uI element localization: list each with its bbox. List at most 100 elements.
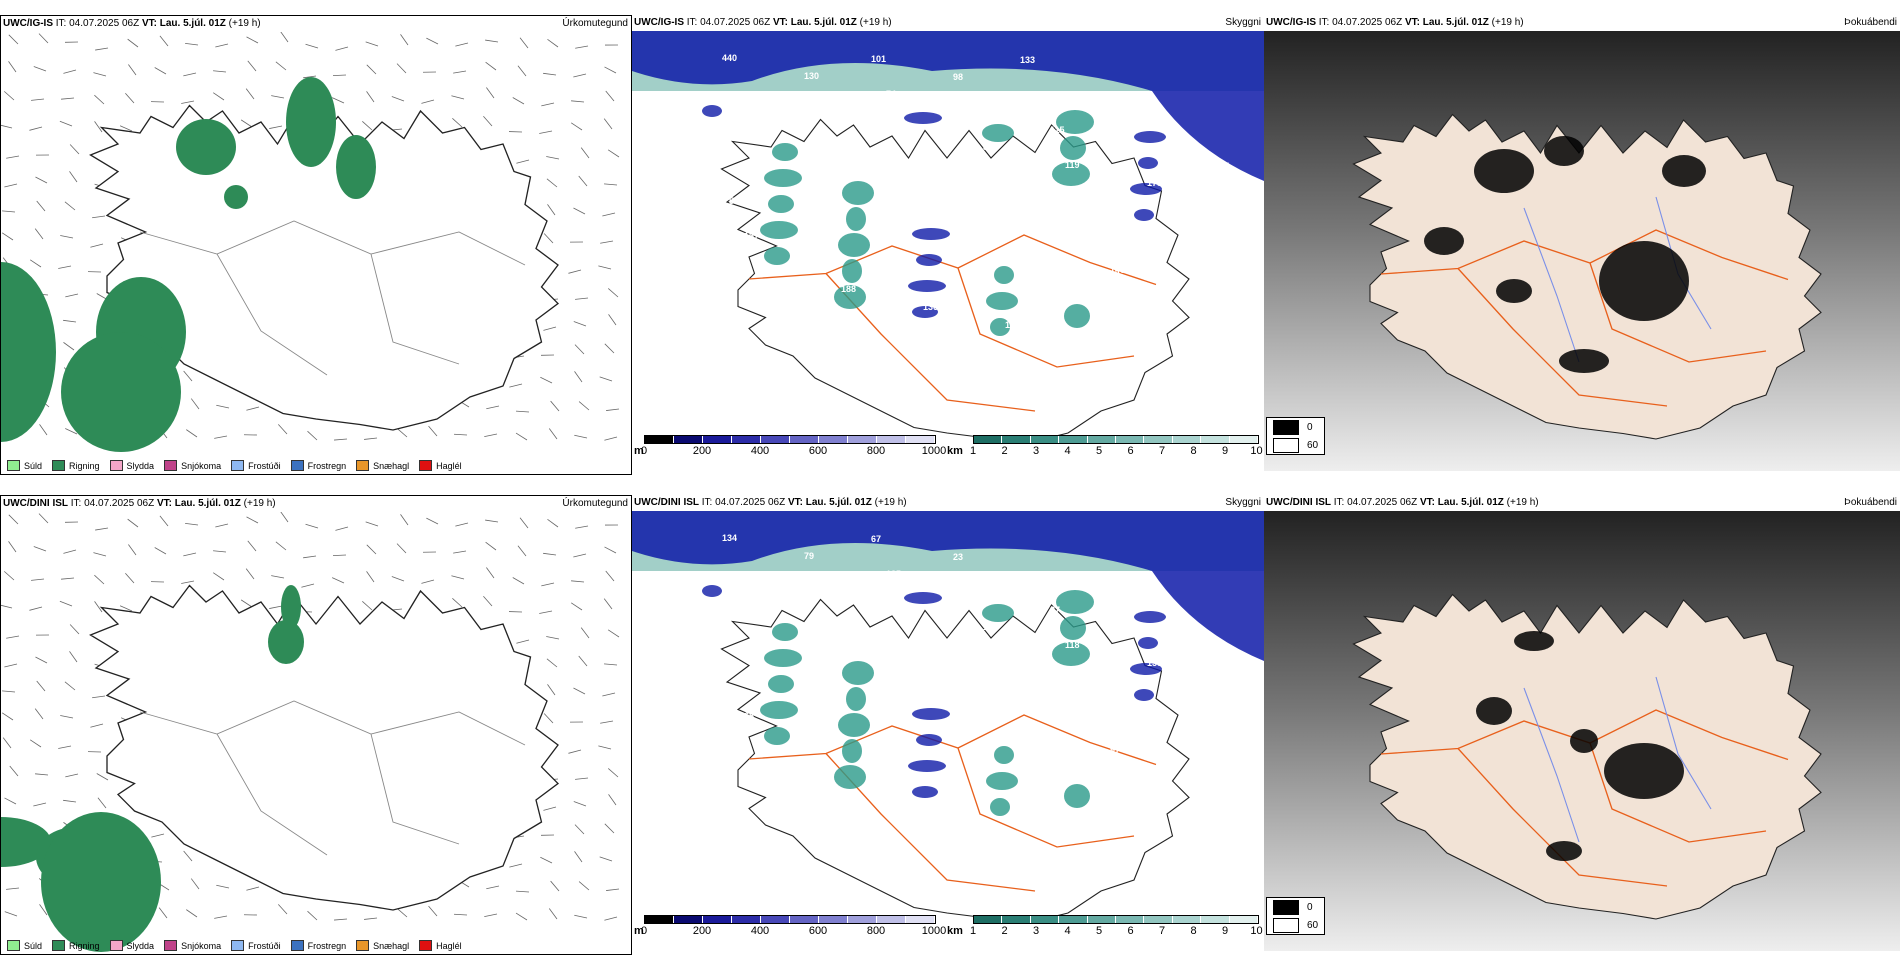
wind-barb	[575, 345, 584, 354]
wind-barb	[29, 607, 42, 610]
wind-barb	[509, 864, 522, 867]
visibility-value: 125	[886, 569, 901, 579]
it-value: 04.07.2025 06Z	[69, 18, 139, 29]
it-value: 04.07.2025 06Z	[715, 497, 785, 508]
wind-barb	[181, 101, 194, 103]
wind-barb	[581, 148, 589, 158]
wind-barb	[397, 544, 406, 553]
visibility-value: 83	[983, 142, 993, 152]
rain-area	[268, 620, 304, 664]
wind-barb	[604, 917, 617, 920]
low-vis-patch	[834, 765, 866, 789]
wind-barb	[278, 904, 287, 914]
wind-barb	[540, 377, 552, 383]
wind-barb	[551, 401, 559, 411]
low-vis-patch	[908, 280, 946, 292]
precip-legend-item: Rigning	[52, 460, 100, 471]
model-name: UWC/DINI ISL	[1266, 497, 1331, 508]
colorbar-tick: 400	[751, 445, 769, 457]
wind-barb	[247, 517, 258, 523]
wind-barb	[454, 914, 467, 915]
visibility-value: 83	[774, 781, 784, 791]
visibility-value: 85	[1177, 248, 1187, 258]
low-vis-patch	[772, 143, 798, 161]
fog-area	[1662, 155, 1706, 187]
rain-area	[1, 262, 56, 442]
wind-barb	[332, 98, 344, 103]
wind-barb	[421, 580, 434, 583]
wind-barb	[539, 131, 552, 134]
run-info: UWC/DINI ISL IT: 04.07.2025 06Z VT: Lau.…	[3, 496, 276, 512]
fog-map	[1264, 31, 1900, 471]
wind-barb	[37, 681, 45, 691]
precip-legend-item: Rigning	[52, 940, 100, 951]
wind-barb	[608, 768, 618, 777]
colorbar-tick: 1	[970, 925, 976, 937]
wind-barb	[184, 851, 192, 861]
visibility-value: 98	[953, 72, 963, 82]
low-vis-patch	[842, 259, 862, 283]
wind-barb	[128, 519, 138, 527]
visibility-value: 68	[744, 711, 754, 721]
colorbar-tick: 5	[1096, 445, 1102, 457]
wind-barb	[568, 270, 581, 273]
colorbar-tick: 10	[1250, 445, 1262, 457]
wind-barb	[271, 576, 284, 578]
wind-barb	[183, 553, 196, 556]
legend-swatch	[356, 940, 369, 951]
wind-barb	[1, 125, 12, 128]
wind-barb	[549, 429, 557, 439]
vt-value: Lau. 5.júl. 01Z	[175, 498, 241, 509]
wind-barb	[65, 682, 75, 690]
wind-barb	[543, 73, 556, 75]
wind-barb	[70, 145, 79, 154]
visibility-value: 97	[1110, 745, 1120, 755]
legend-swatch	[7, 940, 20, 951]
legend-label: Rigning	[69, 461, 100, 471]
lead-time: (+19 h)	[1507, 497, 1539, 508]
wind-barb	[213, 93, 224, 100]
low-vis-patch	[1060, 136, 1086, 160]
wind-barb	[30, 260, 41, 267]
wind-barb	[93, 73, 106, 76]
wind-barb	[397, 908, 407, 917]
vt-label: VT:	[1405, 17, 1420, 28]
legend-label: Snæhagl	[373, 941, 409, 951]
wind-barb	[216, 885, 229, 888]
fog-index-panel: UWC/DINI ISL IT: 04.07.2025 06Z VT: Lau.…	[1264, 495, 1900, 955]
vt-value: Lau. 5.júl. 01Z	[1438, 497, 1504, 508]
visibility-value: 267	[1214, 161, 1229, 171]
wind-barb	[575, 298, 588, 299]
rain-area	[176, 119, 236, 175]
visibility-value: 134	[722, 533, 737, 543]
wind-barb	[571, 581, 584, 582]
wind-barb	[4, 184, 17, 187]
wind-barb	[191, 399, 199, 409]
visibility-value: 72	[1080, 195, 1090, 205]
wind-barb	[306, 44, 318, 48]
low-vis-patch	[908, 760, 946, 772]
wind-barb	[90, 724, 103, 727]
fog-area	[1496, 279, 1532, 303]
visibility-value: 162	[1192, 763, 1207, 773]
precip-legend-item: Slydda	[110, 940, 155, 951]
it-label: IT:	[56, 18, 67, 29]
fog-area	[1514, 631, 1554, 651]
wind-barb	[604, 547, 616, 553]
wind-barb	[400, 514, 408, 525]
rain-area	[61, 332, 181, 452]
low-vis-patch	[1134, 689, 1154, 701]
legend-swatch	[231, 940, 244, 951]
fog-area	[1570, 729, 1598, 753]
wind-barb	[5, 912, 17, 916]
visibility-value: 88	[1080, 675, 1090, 685]
legend-label: 0	[1307, 422, 1313, 433]
fog-area	[1599, 241, 1689, 321]
colorbar-tick: 7	[1159, 925, 1165, 937]
low-vis-patch	[764, 169, 802, 187]
visibility-value: 90	[998, 657, 1008, 667]
visibility-value: 188	[841, 284, 856, 294]
run-info: UWC/DINI ISL IT: 04.07.2025 06Z VT: Lau.…	[634, 495, 907, 511]
it-label: IT:	[71, 498, 82, 509]
precip-legend-item: Haglél	[419, 940, 462, 951]
